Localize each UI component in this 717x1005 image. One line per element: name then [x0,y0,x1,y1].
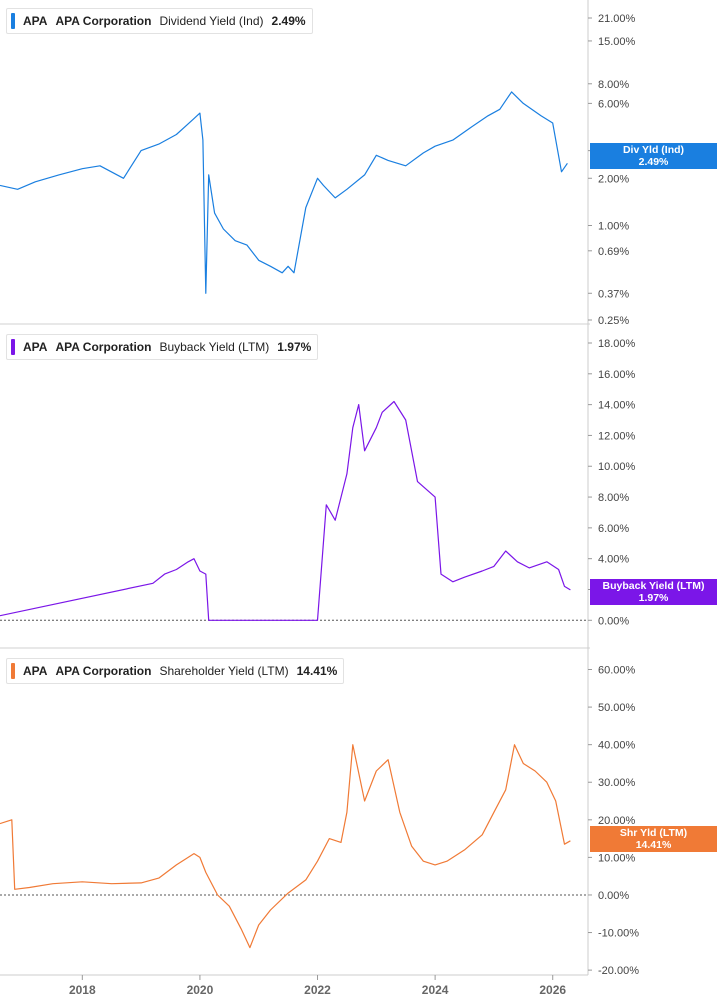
last-value-tag-shareholder: Shr Yld (LTM) 14.41% [590,826,717,852]
legend-ticker: APA [23,14,48,28]
y-tick-label: 0.37% [598,288,629,300]
y-tick-label: 4.00% [598,554,629,566]
tag-label: Buyback Yield (LTM) [602,580,705,592]
y-tick-label: 0.00% [598,890,629,902]
y-tick-label: 14.00% [598,400,636,412]
y-tick-label: 10.00% [598,852,636,864]
series-line-dividend [0,91,568,294]
y-tick-label: 60.00% [598,665,636,677]
x-tick-label: 2020 [187,983,214,997]
y-tick-label: -20.00% [598,965,639,977]
y-tick-label: 1.00% [598,221,629,233]
legend-ticker: APA [23,664,48,678]
y-tick-label: 40.00% [598,740,636,752]
y-tick-label: 20.00% [598,815,636,827]
x-axis-labels: 2018 2020 2022 2024 2026 [69,975,566,997]
y-tick-label: 18.00% [598,338,636,350]
y-tick-label: 0.25% [598,315,629,327]
series-line-shareholder [0,744,571,949]
y-tick-label: 16.00% [598,369,636,381]
tag-value: 2.49% [638,156,669,168]
legend-value: 14.41% [296,664,338,678]
x-tick-label: 2026 [539,983,566,997]
x-tick-label: 2024 [422,983,449,997]
legend-metric: Shareholder Yield (LTM) [159,664,289,678]
y-tick-label: 8.00% [598,79,629,91]
y-tick-label: 6.00% [598,98,629,110]
last-value-tag-buyback: Buyback Yield (LTM) 1.97% [590,579,717,605]
legend-company: APA Corporation [55,14,152,28]
legend-shareholder-yield[interactable]: APA APA Corporation Shareholder Yield (L… [6,658,345,684]
y-tick-label: 10.00% [598,461,636,473]
y-tick-label: 0.69% [598,246,629,258]
grid-layer [0,0,590,976]
x-tick-label: 2022 [304,983,331,997]
y-tick-label: 50.00% [598,702,636,714]
last-value-tag-dividend: Div Yld (Ind) 2.49% [590,143,717,169]
series-color-swatch [11,339,15,355]
legend-company: APA Corporation [55,340,152,354]
y-tick-label: 15.00% [598,36,636,48]
legend-value: 2.49% [271,14,306,28]
y-tick-label: 8.00% [598,492,629,504]
legend-ticker: APA [23,340,48,354]
y-tick-label: 2.00% [598,173,629,185]
series-layer [0,91,571,949]
tag-value: 1.97% [638,592,669,604]
y-tick-label: 30.00% [598,777,636,789]
tag-label: Div Yld (Ind) [622,144,685,156]
legend-metric: Buyback Yield (LTM) [159,340,270,354]
tag-value: 14.41% [635,839,672,851]
legend-value: 1.97% [277,340,312,354]
y-tick-label: 6.00% [598,523,629,535]
series-color-swatch [11,663,15,679]
legend-buyback-yield[interactable]: APA APA Corporation Buyback Yield (LTM) … [6,334,319,360]
legend-company: APA Corporation [55,664,152,678]
series-color-swatch [11,13,15,29]
y-tick-label: 12.00% [598,430,636,442]
series-line-buyback [0,400,571,621]
y-tick-label: -10.00% [598,928,639,940]
y-tick-label: 0.00% [598,615,629,627]
legend-dividend-yield[interactable]: APA APA Corporation Dividend Yield (Ind)… [6,8,313,34]
legend-metric: Dividend Yield (Ind) [159,14,264,28]
y-tick-label: 21.00% [598,13,636,25]
x-tick-label: 2018 [69,983,96,997]
tag-label: Shr Yld (LTM) [619,827,688,839]
